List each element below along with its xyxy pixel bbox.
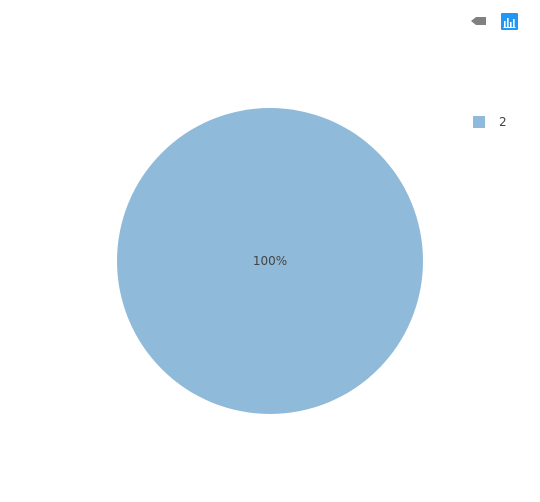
chart-toolbar (470, 12, 518, 30)
chart-view-button[interactable] (501, 12, 518, 30)
legend-label: 2 (499, 115, 507, 129)
back-button[interactable] (470, 13, 487, 30)
legend-swatch (473, 116, 485, 128)
legend-item-0[interactable]: 2 (473, 115, 507, 129)
bar-chart-icon (501, 12, 518, 30)
chart-legend: 2 (473, 115, 507, 129)
back-arrow-icon (471, 17, 486, 25)
pie-slice-0[interactable] (117, 108, 423, 414)
slice-data-label-0: 100% (253, 254, 287, 268)
